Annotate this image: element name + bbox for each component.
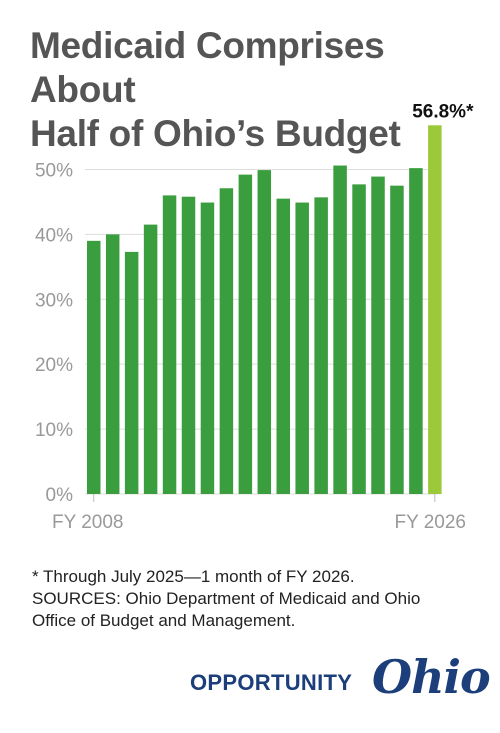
bar-fy-2017 [257,170,272,495]
bar-fy-2008 [87,240,101,494]
x-tick-label-last: FY 2026 [395,512,466,533]
bar-fy-2026 [428,125,442,494]
bar-fy-2016 [238,174,253,494]
bar-fy-2025 [409,168,423,494]
opportunity-ohio-logo: OPPORTUNITY Ohio [190,650,491,710]
y-tick-label: 30% [35,290,73,311]
bar-fy-2023 [371,176,385,494]
bar-fy-2024 [390,185,404,494]
bar-fy-2019 [295,202,309,494]
bar-fy-2010 [124,251,139,494]
chart-title-line-2: Half of Ohio’s Budget [30,113,401,154]
bar-fy-2015 [219,188,234,494]
footnote-sources-2: Office of Budget and Management. [32,611,296,630]
highlight-value-label: 56.8%* [412,101,474,122]
y-tick-label: 10% [35,420,73,441]
bar-fy-2012 [162,195,177,494]
bar-fy-2009 [105,234,120,494]
bar-fy-2021 [333,165,347,494]
x-tick-label-first: FY 2008 [52,512,123,533]
bar-fy-2020 [314,197,328,494]
axis-labels: 0% 10% 20% 30% 40% 50% 56.8%* FY 2008 FY 2026 [35,101,474,533]
y-tick-label: 0% [46,485,74,506]
logo-script: Ohio [372,650,491,704]
bar-chart: 0% 10% 20% 30% 40% 50% 56.8%* FY 2008 FY 2026 [35,101,474,533]
bar-fy-2014 [200,202,215,494]
bar-fy-2022 [352,184,366,495]
footnotes: * Through July 2025—1 month of FY 2026. … [32,566,472,632]
bar-fy-2018 [276,198,290,495]
logo-wordmark: OPPORTUNITY [190,670,353,695]
footnote-asterisk: * Through July 2025—1 month of FY 2026. [32,567,355,586]
chart-title-line-1: Medicaid Comprises About [30,25,385,110]
footnote-sources-1: SOURCES: Ohio Department of Medicaid and… [32,589,421,608]
y-tick-label: 40% [35,225,73,246]
bars [87,125,442,495]
bar-fy-2013 [181,196,196,494]
y-tick-label: 50% [35,160,73,181]
bar-fy-2011 [143,224,158,495]
y-tick-label: 20% [35,355,73,376]
chart-title: Medicaid Comprises About Half of Ohio’s … [30,24,480,156]
